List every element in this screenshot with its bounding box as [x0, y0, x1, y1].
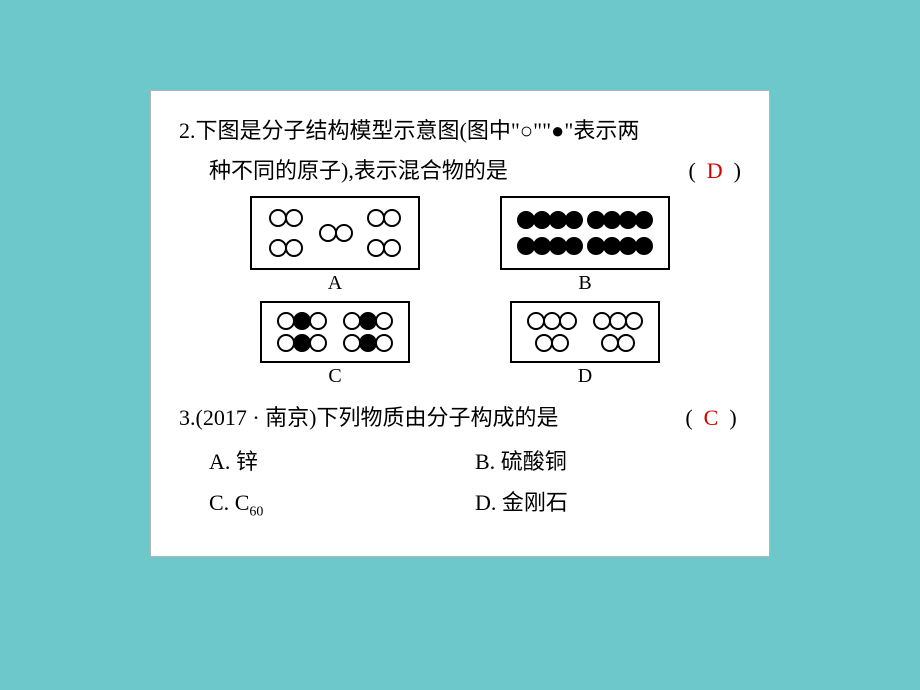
diagram-D-label: D: [578, 365, 592, 388]
q3-optB-text: 硫酸铜: [501, 449, 567, 474]
diagram-B-svg: [500, 196, 670, 270]
pencils-icon: [620, 630, 880, 690]
q3-stem-left: 3.(2017 · 南京)下列物质由分子构成的是: [209, 398, 559, 438]
q3-stem-row: 3.(2017 · 南京)下列物质由分子构成的是 ( C ): [179, 398, 741, 438]
q3-optC-pre: C: [235, 490, 250, 515]
q3-bracket-close: ): [729, 405, 736, 430]
q3-optB-label: B.: [475, 449, 495, 474]
q2-answer: D: [707, 158, 723, 183]
q2-text-line1: 下图是分子结构模型示意图(图中"○""●"表示两: [196, 118, 640, 143]
q2-number: 2.: [179, 118, 196, 143]
diagram-C-label: C: [328, 365, 341, 388]
q2-diagrams: A B C D: [240, 196, 680, 388]
diagram-C-svg: [260, 301, 410, 363]
q2-stem-line1: 2.下图是分子结构模型示意图(图中"○""●"表示两: [179, 111, 741, 151]
q3-optD-text: 金刚石: [502, 490, 568, 515]
q3-answer: C: [704, 405, 719, 430]
q3-source: (2017 · 南京): [196, 405, 317, 430]
diagram-A-label: A: [328, 272, 342, 295]
q3-optA-label: A.: [209, 449, 230, 474]
diagram-A: A: [240, 196, 430, 295]
q3-optD-label: D.: [475, 490, 496, 515]
question-3: 3.(2017 · 南京)下列物质由分子构成的是 ( C ) A. 锌 B. 硫…: [179, 398, 741, 524]
diagram-A-svg: [250, 196, 420, 270]
diagram-B-label: B: [578, 272, 591, 295]
diagram-C: C: [240, 301, 430, 388]
q3-stem: 下列物质由分子构成的是: [316, 405, 558, 430]
q3-optC-label: C.: [209, 490, 229, 515]
q2-answer-wrap: ( D ): [688, 151, 741, 191]
diagram-B: B: [490, 196, 680, 295]
q3-option-C: C. C60: [209, 485, 475, 524]
question-2: 2.下图是分子结构模型示意图(图中"○""●"表示两 种不同的原子),表示混合物…: [179, 111, 741, 388]
q3-bracket-open: (: [685, 405, 692, 430]
q3-options: A. 锌 B. 硫酸铜 C. C60 D. 金刚石: [179, 444, 741, 524]
q3-option-B: B. 硫酸铜: [475, 444, 741, 479]
q2-stem-line2-row: 种不同的原子),表示混合物的是 ( D ): [179, 151, 741, 191]
q3-answer-wrap: ( C ): [715, 398, 741, 438]
q3-optA-text: 锌: [236, 449, 258, 474]
q3-option-D: D. 金刚石: [475, 485, 741, 524]
q2-bracket-close: ): [734, 158, 741, 183]
q2-text-line2: 种不同的原子),表示混合物的是: [209, 151, 508, 191]
q3-optC-sub: 60: [249, 504, 263, 519]
q2-bracket-open: (: [688, 158, 695, 183]
q3-option-A: A. 锌: [209, 444, 475, 479]
diagram-D: D: [490, 301, 680, 388]
content-card: 2.下图是分子结构模型示意图(图中"○""●"表示两 种不同的原子),表示混合物…: [150, 90, 770, 557]
q3-number: 3.: [179, 405, 196, 430]
diagram-D-svg: [510, 301, 660, 363]
